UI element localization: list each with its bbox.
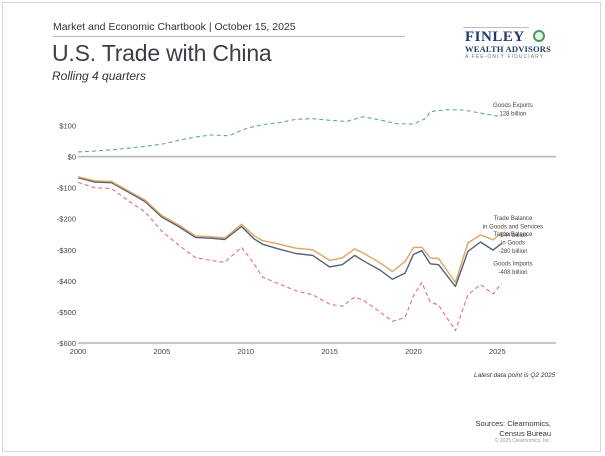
- y-tick-label: -$100: [57, 184, 76, 193]
- sources-line-1: Sources: Clearnomics,: [475, 419, 551, 428]
- goods-imports-line: [77, 181, 502, 332]
- goods-exports-label: 128 billion: [499, 111, 526, 117]
- logo-name: FINLEY: [465, 29, 525, 45]
- x-tick-label: 2015: [321, 347, 338, 356]
- x-tick-label: 2005: [154, 347, 171, 356]
- y-tick-label: -$400: [57, 277, 76, 286]
- y-tick-label: $100: [59, 122, 76, 131]
- goods-exports-label: Goods Exports: [493, 103, 533, 109]
- logo-subtitle: WEALTH ADVISORS: [465, 44, 552, 54]
- page-subtitle: Rolling 4 quarters: [52, 69, 147, 83]
- y-tick-label: -$600: [57, 339, 76, 348]
- trade-balance-goods-label: in Goods: [501, 240, 525, 246]
- x-tick-label: 2000: [70, 347, 87, 356]
- x-axis: 2000 2005 2010 2015 2020 2025: [70, 342, 556, 356]
- tree-icon: [533, 30, 545, 42]
- trade-balance-goods-services-label: in Goods and Services: [483, 224, 543, 230]
- header-divider: [53, 36, 405, 37]
- y-axis: $100 $0 -$100 -$200 -$300 -$400 -$500 -$600: [57, 122, 556, 348]
- logo-tagline: A FEE-ONLY FIDUCIARY: [465, 54, 545, 60]
- trade-balance-goods-label: -280 billion: [498, 249, 527, 255]
- goods-imports-label: -408 billion: [498, 270, 527, 276]
- y-tick-label: -$500: [57, 308, 76, 317]
- chartbook-header: Market and Economic Chartbook | October …: [53, 21, 296, 33]
- series-labels: Goods Exports 128 billion Trade Balance in …: [483, 103, 543, 276]
- trade-balance-goods-services-label: -244 billion: [498, 233, 527, 239]
- series-group: [77, 109, 502, 332]
- logo-rule: [463, 27, 529, 28]
- y-tick-label: -$200: [57, 215, 76, 224]
- trade-balance-goods-services-label: Trade Balance: [494, 216, 533, 222]
- sources: Sources: Clearnomics, Census Bureau: [476, 419, 551, 439]
- goods-imports-label: Goods Imports: [493, 261, 532, 267]
- copyright: © 2025 Clearnomics, Inc.: [494, 438, 551, 444]
- x-tick-label: 2020: [405, 347, 422, 356]
- trade-balance-goods-line: [77, 177, 502, 288]
- y-tick-label: $0: [68, 153, 76, 162]
- page-frame: [2, 2, 601, 452]
- y-tick-label: -$300: [57, 246, 76, 255]
- page-title: U.S. Trade with China: [52, 40, 272, 66]
- trade-balance-goods-label: Trade Balance: [494, 232, 533, 238]
- x-tick-label: 2010: [237, 347, 254, 356]
- x-tick-label: 2025: [489, 347, 506, 356]
- sources-line-2: Census Bureau: [499, 429, 551, 438]
- latest-data-note: Latest data point is Q2 2025: [474, 372, 556, 379]
- goods-exports-line: [77, 109, 502, 153]
- finley-logo: FINLEY WEALTH ADVISORS A FEE-ONLY FIDUCI…: [463, 27, 563, 63]
- trade-balance-goods-services-line: [77, 176, 502, 284]
